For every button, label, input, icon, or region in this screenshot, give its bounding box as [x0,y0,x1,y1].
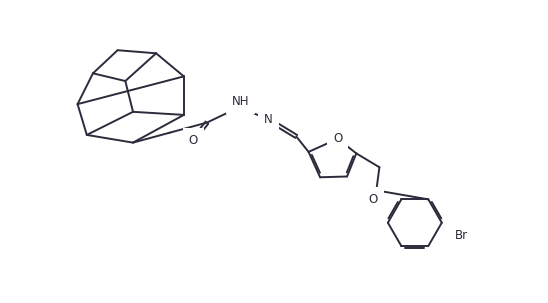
Text: O: O [369,193,378,206]
Text: Br: Br [454,228,467,241]
Text: O: O [333,132,342,145]
Text: O: O [189,134,198,147]
Text: NH: NH [232,95,249,108]
Text: N: N [264,113,273,126]
